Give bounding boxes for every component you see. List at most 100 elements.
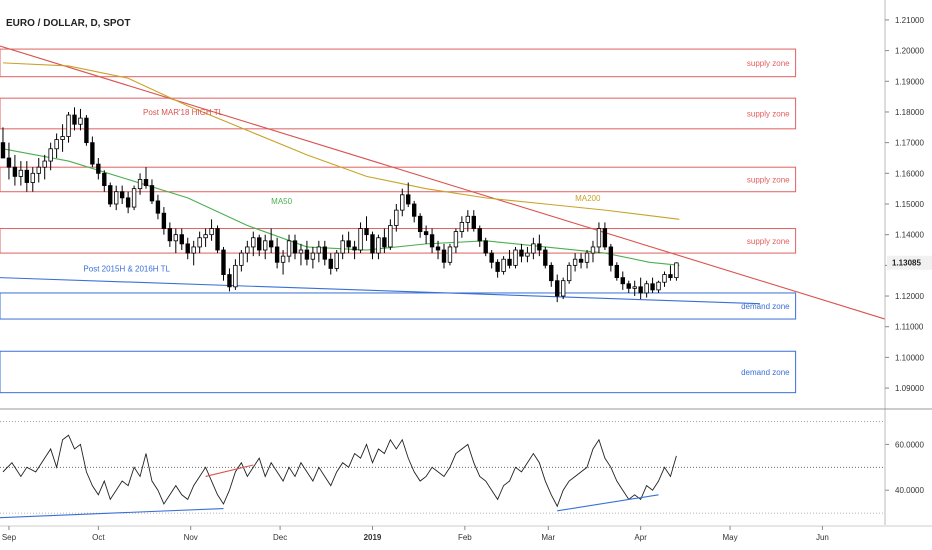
price-tick-label: 1.18000 (895, 108, 924, 117)
candle-body (179, 234, 184, 245)
supply-zone-label: supply zone (747, 175, 790, 184)
candle-body (119, 191, 125, 199)
supply-zone-1 (0, 97, 797, 130)
candle-body (566, 264, 572, 282)
candle-body (471, 215, 476, 229)
candle-body (352, 246, 357, 251)
annotations-layer: Post MAR'18 HIGH TL Post 2015H & 2016H TL… (83, 108, 601, 273)
candle-body (24, 169, 30, 183)
candle-body (167, 228, 173, 242)
candle-body (292, 240, 298, 254)
time-tick-label: Mar (541, 533, 555, 542)
candle-body (650, 283, 655, 291)
candle-body (280, 255, 286, 263)
candle-body (560, 280, 566, 297)
candle-body (608, 246, 614, 266)
time-tick-label: Oct (92, 533, 105, 542)
candle-body (66, 114, 71, 137)
time-tick-label: Nov (184, 533, 198, 542)
candle-body (429, 234, 435, 248)
demand-zone-5 (0, 350, 797, 394)
candle-body (114, 191, 119, 205)
candle-body (227, 274, 232, 288)
candle-body (370, 234, 375, 254)
last-price-badge (887, 255, 932, 270)
candle-body (90, 142, 95, 165)
candle-body (18, 169, 24, 177)
price-tick-label: 1.20000 (895, 47, 924, 56)
candle-body (620, 277, 625, 285)
moving-averages-layer (2, 62, 680, 266)
candle-body (638, 286, 643, 294)
candle-body (537, 243, 542, 251)
time-tick-label: Sep (2, 533, 17, 542)
trendline-0 (0, 45, 886, 320)
candle-body (423, 231, 429, 236)
candle-body (245, 246, 250, 254)
candle-body (215, 228, 220, 251)
candle-body (84, 117, 89, 144)
rsi-line (2, 434, 677, 508)
candle-body (632, 286, 637, 289)
candle-body (459, 222, 465, 233)
supply-zone-label: supply zone (747, 59, 790, 68)
price-tick-label: 1.12000 (895, 292, 924, 301)
candle-body (48, 148, 53, 162)
candle-body (0, 142, 6, 159)
candle-body (137, 179, 143, 190)
candle-body (60, 136, 65, 140)
candle-body (239, 252, 244, 266)
time-tick-label: 2019 (364, 533, 382, 542)
candle-body (203, 234, 208, 239)
supply-zone-3 (0, 228, 797, 254)
candle-body (274, 246, 280, 263)
candle-body (263, 240, 268, 251)
time-tick-label: May (722, 533, 737, 542)
candle-body (477, 228, 482, 242)
candle-body (555, 280, 560, 297)
zones-layer: supply zone supply zone supply zone supply … (0, 48, 797, 394)
candle-body (644, 283, 649, 294)
candle-body (507, 258, 512, 266)
candle-body (483, 240, 488, 254)
candle-body (286, 240, 292, 257)
candle-body (30, 172, 35, 183)
candle-body (465, 215, 471, 223)
price-tick-label: 1.11000 (895, 323, 924, 332)
candle-body (72, 114, 77, 125)
candle-body (96, 163, 101, 174)
candle-body (328, 258, 333, 269)
price-tick-label: 1.17000 (895, 139, 924, 148)
candle-body (257, 237, 262, 251)
candle-body (197, 237, 202, 248)
candle-body (322, 246, 327, 260)
candle-body (668, 274, 673, 279)
time-tick-label: Feb (458, 533, 472, 542)
candle-body (334, 252, 339, 269)
candle-body (513, 249, 518, 266)
supply-zone-0 (0, 48, 797, 78)
candle-body (310, 252, 316, 260)
candle-body (173, 234, 178, 242)
candle-body (531, 243, 536, 254)
candle-body (54, 139, 59, 150)
candle-body (149, 185, 155, 202)
candle-body (131, 188, 137, 208)
candle-body (584, 252, 590, 263)
candle-body (382, 237, 387, 248)
candles-layer (0, 107, 679, 303)
annotation-label: MA200 (575, 194, 601, 203)
candle-body (447, 246, 453, 263)
price-tick-label: 1.21000 (895, 16, 924, 25)
supply-zone-label: supply zone (747, 110, 790, 119)
candle-body (78, 117, 83, 125)
candle-body (304, 249, 310, 260)
candle-body (316, 246, 322, 254)
candle-body (191, 246, 196, 254)
annotation-label: Post MAR'18 HIGH TL (143, 108, 224, 117)
candle-body (143, 179, 149, 186)
candle-body (441, 249, 447, 263)
candle-body (394, 209, 399, 226)
